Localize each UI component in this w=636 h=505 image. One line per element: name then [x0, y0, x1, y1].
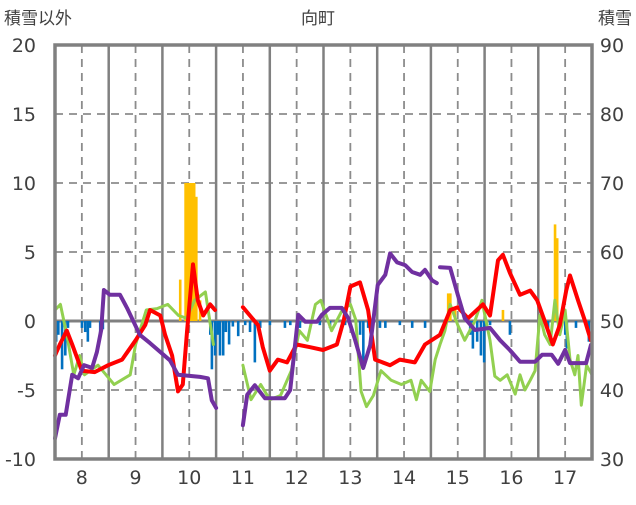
orange-bar	[555, 238, 559, 321]
chart-title: 向町	[301, 9, 335, 29]
blue-bar	[210, 321, 214, 370]
blue-bar	[343, 321, 347, 326]
blue-bar	[471, 321, 475, 349]
blue-bar	[80, 321, 84, 328]
y-tick-label: 5	[24, 242, 36, 264]
orange-bar	[186, 183, 190, 321]
blue-bar	[362, 321, 365, 363]
plot-frame	[53, 43, 594, 461]
y2-tick-label: 80	[600, 104, 624, 126]
blue-bar	[283, 321, 287, 328]
blue-bar	[86, 321, 90, 342]
x-tick-label: 14	[392, 467, 416, 489]
blue-bar	[479, 321, 483, 356]
blue-bar	[83, 321, 87, 333]
blue-bar	[231, 321, 235, 327]
y2-tick-label: 30	[600, 449, 624, 471]
x-tick-label: 17	[553, 467, 577, 489]
orange-bar	[190, 183, 194, 321]
x-tick-label: 11	[231, 467, 255, 489]
x-tick-label: 16	[499, 467, 523, 489]
blue-bar	[488, 321, 492, 326]
blue-bar	[213, 321, 217, 356]
y2-tick-label: 70	[600, 173, 624, 195]
blue-bar	[318, 321, 322, 326]
blue-bar	[224, 321, 228, 333]
blue-bar	[258, 321, 262, 328]
blue-bar	[216, 321, 220, 335]
blue-bar	[378, 321, 382, 328]
lines	[53, 251, 594, 441]
y2-tick-label: 40	[600, 380, 624, 402]
orange-bar	[195, 196, 198, 321]
right-axis-title: 積雪	[598, 9, 632, 29]
blue-bar	[268, 321, 272, 326]
blue-bar	[384, 321, 387, 328]
x-tick-label: 9	[130, 467, 142, 489]
blue-bar	[64, 321, 67, 356]
x-tick-label: 10	[177, 467, 201, 489]
blue-bar	[546, 321, 550, 328]
red-line	[53, 252, 593, 394]
blue-bar	[248, 321, 252, 333]
left-axis-title: 積雪以外	[4, 9, 72, 29]
y2-tick-label: 60	[600, 242, 624, 264]
blue-bar	[289, 321, 292, 326]
x-tick-label: 12	[285, 467, 309, 489]
blue-bar	[482, 321, 486, 363]
blue-bar	[298, 321, 302, 328]
orange-bar	[178, 279, 182, 321]
orange-bar	[184, 183, 187, 321]
blue-bar	[398, 321, 402, 326]
y-tick-label: 20	[12, 35, 36, 57]
blue-bar	[358, 321, 362, 335]
y2-tick-label: 90	[600, 35, 624, 57]
blue-bar	[508, 321, 512, 335]
orange-bar	[501, 309, 505, 321]
blue-bar	[410, 321, 414, 328]
blue-bar	[60, 321, 64, 370]
grid	[55, 44, 592, 460]
purple-line	[53, 251, 593, 441]
blue-bar	[66, 321, 70, 328]
y-tick-label: -5	[17, 380, 36, 402]
blue-bar	[227, 321, 231, 345]
orange-bar	[553, 224, 557, 321]
blue-bar	[253, 321, 257, 363]
blue-bar	[563, 321, 567, 335]
blue-bar	[221, 321, 225, 356]
blue-bar	[243, 321, 247, 326]
y2-tick-label: 50	[600, 311, 624, 333]
blue-bar	[423, 321, 427, 328]
y-tick-label: 15	[12, 104, 36, 126]
blue-bar	[574, 321, 578, 328]
y-tick-label: 0	[24, 311, 36, 333]
orange-bar	[192, 183, 196, 321]
y-tick-label: 10	[12, 173, 36, 195]
blue-bar	[236, 321, 240, 337]
x-tick-label: 15	[446, 467, 470, 489]
orange-bar	[188, 183, 192, 321]
blue-bar	[57, 321, 60, 335]
y-tick-label: -10	[5, 449, 36, 471]
x-tick-label: 13	[338, 467, 362, 489]
blue-bar	[88, 321, 92, 328]
x-tick-label: 8	[76, 467, 88, 489]
blue-bar	[218, 321, 222, 356]
